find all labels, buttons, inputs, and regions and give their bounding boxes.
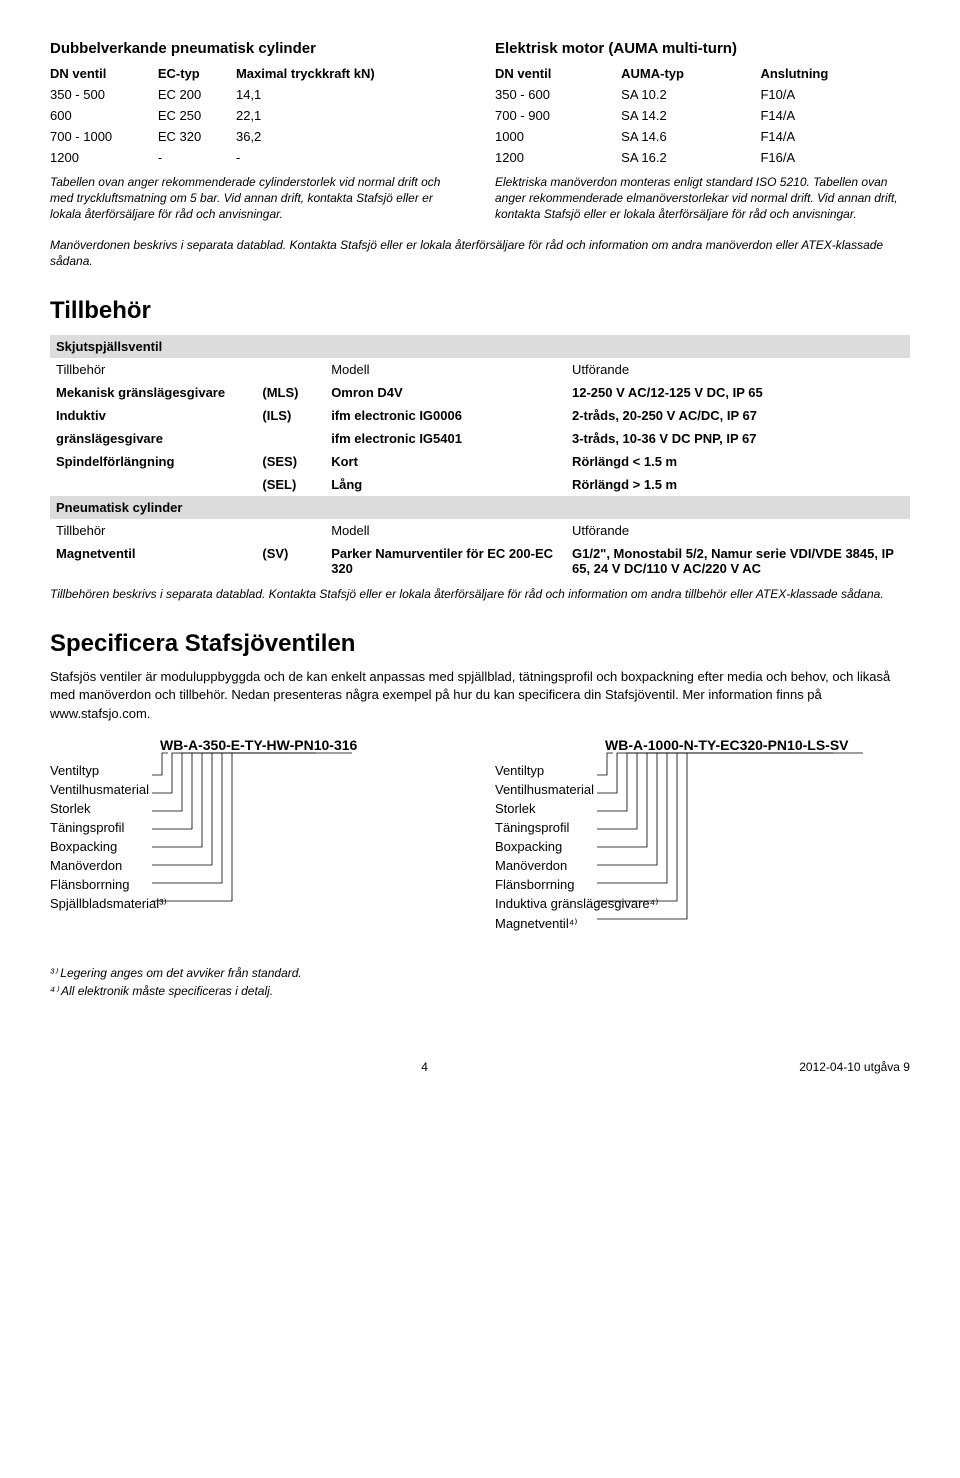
td: EC 200 bbox=[158, 84, 236, 105]
td: Magnetventil bbox=[50, 542, 256, 580]
td: Spindelförlängning bbox=[50, 450, 256, 473]
td: 350 - 600 bbox=[495, 84, 621, 105]
td: 14,1 bbox=[236, 84, 465, 105]
lines-svg bbox=[495, 737, 935, 957]
th: EC-typ bbox=[158, 63, 236, 84]
th: DN ventil bbox=[495, 63, 621, 84]
td: 700 - 1000 bbox=[50, 126, 158, 147]
footnote-3: ³⁾ Legering anges om det avviker från st… bbox=[50, 964, 910, 982]
electric-title: Elektrisk motor (AUMA multi-turn) bbox=[495, 40, 910, 57]
td: 1200 bbox=[50, 147, 158, 168]
diagram-1: WB-A-350-E-TY-HW-PN10-316 Ventiltyp Vent… bbox=[50, 737, 465, 934]
footnote-4: ⁴⁾ All elektronik måste specificeras i d… bbox=[50, 982, 910, 1000]
tillbehor-table1: Skjutspjällsventil Tillbehör Modell Utfö… bbox=[50, 335, 910, 580]
td: EC 320 bbox=[158, 126, 236, 147]
td: - bbox=[158, 147, 236, 168]
td: Parker Namurventiler för EC 200-EC 320 bbox=[325, 542, 566, 580]
th: Maximal tryckkraft kN) bbox=[236, 63, 465, 84]
th: DN ventil bbox=[50, 63, 158, 84]
lines-svg bbox=[50, 737, 470, 937]
th bbox=[256, 358, 325, 381]
spec-title: Specificera Stafsjöventilen bbox=[50, 630, 910, 658]
td: 1000 bbox=[495, 126, 621, 147]
th bbox=[256, 519, 325, 542]
th: Tillbehör bbox=[50, 358, 256, 381]
pneumatic-table: DN ventil EC-typ Maximal tryckkraft kN) … bbox=[50, 63, 465, 168]
td: Rörlängd > 1.5 m bbox=[566, 473, 910, 496]
th: Tillbehör bbox=[50, 519, 256, 542]
td: F14/A bbox=[760, 105, 910, 126]
td: Lång bbox=[325, 473, 566, 496]
td: SA 16.2 bbox=[621, 147, 760, 168]
td: 350 - 500 bbox=[50, 84, 158, 105]
td: SA 14.2 bbox=[621, 105, 760, 126]
td: - bbox=[236, 147, 465, 168]
pneumatic-title: Dubbelverkande pneumatisk cylinder bbox=[50, 40, 465, 57]
td bbox=[256, 427, 325, 450]
td: 12-250 V AC/12-125 V DC, IP 65 bbox=[566, 381, 910, 404]
th: Modell bbox=[325, 358, 566, 381]
td: 3-tråds, 10-36 V DC PNP, IP 67 bbox=[566, 427, 910, 450]
td: F14/A bbox=[760, 126, 910, 147]
td: Mekanisk gränslägesgivare bbox=[50, 381, 256, 404]
td: (SEL) bbox=[256, 473, 325, 496]
td: EC 250 bbox=[158, 105, 236, 126]
td: gränslägesgivare bbox=[50, 427, 256, 450]
td: F16/A bbox=[760, 147, 910, 168]
electric-table: DN ventil AUMA-typ Anslutning 350 - 600S… bbox=[495, 63, 910, 168]
th: Modell bbox=[325, 519, 566, 542]
td: Rörlängd < 1.5 m bbox=[566, 450, 910, 473]
td: 36,2 bbox=[236, 126, 465, 147]
td: 600 bbox=[50, 105, 158, 126]
td: ifm electronic IG5401 bbox=[325, 427, 566, 450]
sec1-title: Skjutspjällsventil bbox=[50, 335, 910, 358]
th: Utförande bbox=[566, 519, 910, 542]
td: ifm electronic IG0006 bbox=[325, 404, 566, 427]
td: (SV) bbox=[256, 542, 325, 580]
tillbehor-title: Tillbehör bbox=[50, 297, 910, 325]
td: SA 14.6 bbox=[621, 126, 760, 147]
pneumatic-note: Tabellen ovan anger rekommenderade cylin… bbox=[50, 174, 465, 223]
sec2-title: Pneumatisk cylinder bbox=[50, 496, 910, 519]
td bbox=[50, 473, 256, 496]
footer-date: 2012-04-10 utgåva 9 bbox=[799, 1060, 910, 1074]
diagram-2: WB-A-1000-N-TY-EC320-PN10-LS-SV Ventilty… bbox=[495, 737, 910, 934]
th: Utförande bbox=[566, 358, 910, 381]
td: Induktiv bbox=[50, 404, 256, 427]
tillbehor-note: Tillbehören beskrivs i separata datablad… bbox=[50, 586, 910, 602]
td: 1200 bbox=[495, 147, 621, 168]
page-number: 4 bbox=[421, 1060, 428, 1074]
td: Omron D4V bbox=[325, 381, 566, 404]
td: F10/A bbox=[760, 84, 910, 105]
spec-text: Stafsjös ventiler är moduluppbyggda och … bbox=[50, 668, 910, 723]
th: AUMA-typ bbox=[621, 63, 760, 84]
td: G1/2", Monostabil 5/2, Namur serie VDI/V… bbox=[566, 542, 910, 580]
td: 700 - 900 bbox=[495, 105, 621, 126]
td: 2-tråds, 20-250 V AC/DC, IP 67 bbox=[566, 404, 910, 427]
td: 22,1 bbox=[236, 105, 465, 126]
th: Anslutning bbox=[760, 63, 910, 84]
td: SA 10.2 bbox=[621, 84, 760, 105]
mid-note: Manöverdonen beskrivs i separata databla… bbox=[50, 237, 910, 269]
td: (MLS) bbox=[256, 381, 325, 404]
td: (ILS) bbox=[256, 404, 325, 427]
td: (SES) bbox=[256, 450, 325, 473]
electric-note: Elektriska manöverdon monteras enligt st… bbox=[495, 174, 910, 223]
td: Kort bbox=[325, 450, 566, 473]
